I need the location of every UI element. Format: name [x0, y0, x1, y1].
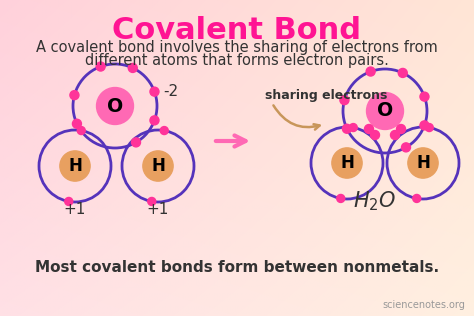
Circle shape: [420, 92, 429, 101]
Circle shape: [131, 138, 140, 147]
Circle shape: [366, 93, 403, 130]
Circle shape: [160, 126, 168, 135]
Text: H: H: [416, 154, 430, 172]
Circle shape: [96, 62, 105, 71]
Text: +1: +1: [64, 202, 86, 217]
Text: H: H: [340, 154, 354, 172]
Text: A covalent bond involves the sharing of electrons from: A covalent bond involves the sharing of …: [36, 40, 438, 55]
Circle shape: [420, 121, 429, 130]
Circle shape: [70, 91, 79, 100]
FancyArrowPatch shape: [216, 136, 246, 147]
Circle shape: [365, 125, 374, 133]
Circle shape: [340, 96, 349, 105]
Text: $H_2O$: $H_2O$: [354, 189, 397, 213]
Text: +1: +1: [147, 202, 169, 217]
Circle shape: [349, 124, 357, 131]
Circle shape: [391, 131, 400, 139]
Text: O: O: [107, 96, 123, 116]
Text: H: H: [68, 157, 82, 175]
Text: different atoms that forms electron pairs.: different atoms that forms electron pair…: [85, 53, 389, 68]
Circle shape: [366, 67, 375, 76]
Circle shape: [396, 125, 405, 133]
Circle shape: [337, 194, 345, 203]
Circle shape: [150, 87, 159, 96]
Circle shape: [128, 64, 137, 72]
Text: Covalent Bond: Covalent Bond: [112, 16, 362, 45]
Circle shape: [148, 198, 156, 205]
Text: sharing electrons: sharing electrons: [265, 89, 387, 102]
Circle shape: [150, 116, 159, 125]
Text: Most covalent bonds form between nonmetals.: Most covalent bonds form between nonmeta…: [35, 260, 439, 276]
Circle shape: [371, 131, 380, 139]
Circle shape: [60, 151, 90, 181]
Text: -2: -2: [163, 84, 178, 99]
Circle shape: [398, 69, 407, 77]
Circle shape: [413, 194, 421, 203]
Circle shape: [97, 88, 134, 125]
Circle shape: [408, 148, 438, 178]
Circle shape: [425, 124, 433, 131]
Text: H: H: [151, 157, 165, 175]
Circle shape: [73, 119, 82, 128]
Circle shape: [332, 148, 362, 178]
Circle shape: [342, 124, 351, 133]
Circle shape: [65, 198, 73, 205]
Text: sciencenotes.org: sciencenotes.org: [382, 300, 465, 310]
Text: O: O: [377, 101, 393, 120]
Circle shape: [401, 143, 410, 152]
Circle shape: [143, 151, 173, 181]
Circle shape: [77, 126, 85, 135]
